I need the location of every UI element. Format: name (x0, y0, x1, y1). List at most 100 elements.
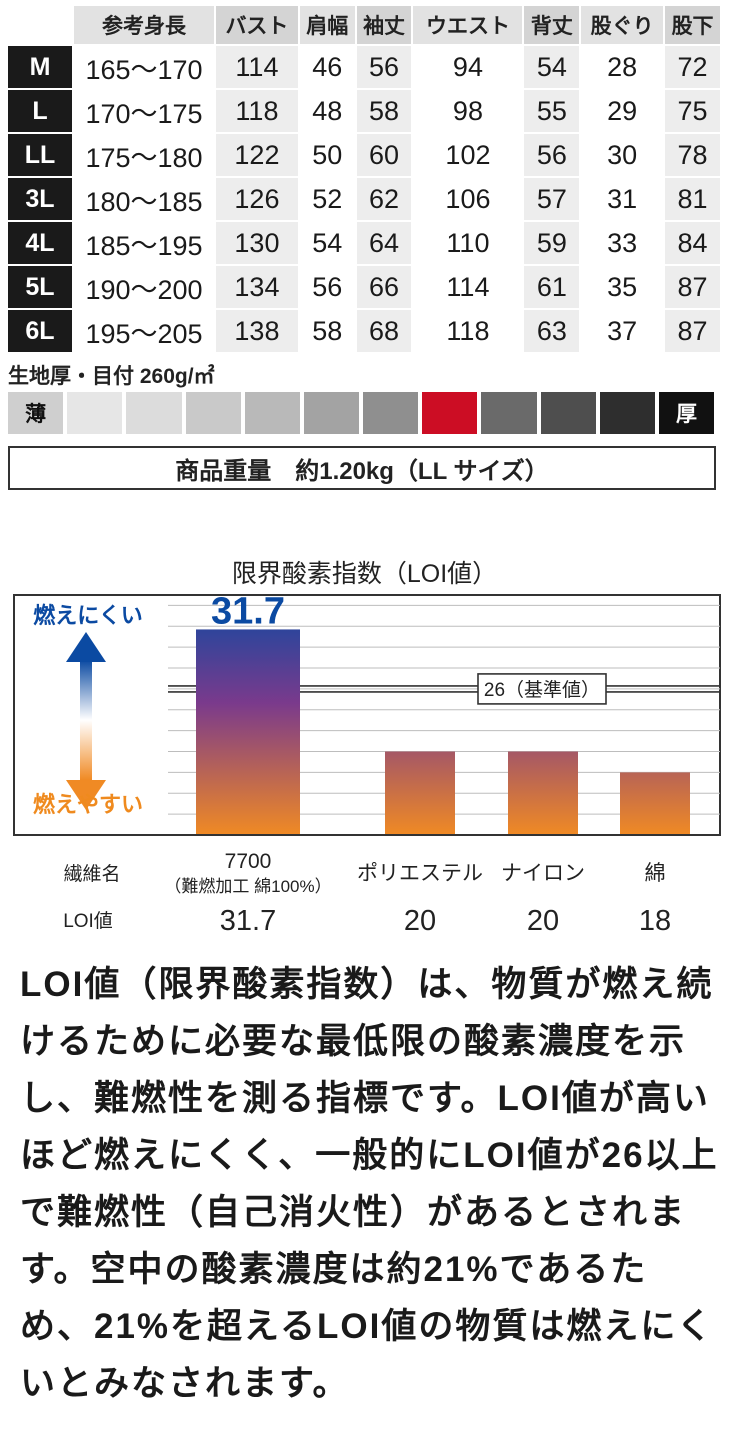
size-table-cell: 57 (524, 178, 582, 222)
size-table-cell: 60 (356, 134, 414, 178)
size-table-cell: 180〜185 (74, 178, 216, 222)
size-table-row: 5L 190〜200 134 56 66 114 61 35 87 (8, 266, 722, 310)
size-table-cell: 48 (299, 90, 357, 134)
size-table-cell: 170〜175 (74, 90, 216, 134)
size-table-cell: 102 (413, 134, 525, 178)
arrow-shaft (80, 660, 92, 780)
size-table-cell: 64 (356, 222, 414, 266)
size-table-cell: 33 (581, 222, 666, 266)
size-table-cell: 31 (581, 178, 666, 222)
size-table-header-waist: ウエスト (413, 6, 525, 46)
size-table-cell: 56 (524, 134, 582, 178)
thin-label: 薄 (8, 392, 64, 434)
thickness-step (303, 392, 360, 434)
size-table-row: L 170〜175 118 48 58 98 55 29 75 (8, 90, 722, 134)
size-table-cell: 134 (216, 266, 300, 310)
size-table-cell: 55 (524, 90, 582, 134)
thickness-step (363, 392, 419, 434)
size-table-cell: 46 (299, 46, 357, 90)
size-table-cell: 98 (413, 90, 525, 134)
size-table-cell: 68 (356, 310, 414, 354)
size-table-cell: 72 (665, 46, 722, 90)
size-table-cell: 87 (665, 266, 722, 310)
size-table-cell: 118 (413, 310, 525, 354)
thick-label: 厚 (658, 392, 715, 434)
size-table-cell: 59 (524, 222, 582, 266)
category-label: ポリエステル (357, 862, 483, 885)
size-table-cell: 195〜205 (74, 310, 216, 354)
size-table-cell: 118 (216, 90, 300, 134)
size-table-cell: 56 (356, 46, 414, 90)
size-table-cell: 165〜170 (74, 46, 216, 90)
category-label: 7700 (225, 850, 272, 873)
size-table-header-corner (8, 6, 74, 46)
size-table-cell: 190〜200 (74, 266, 216, 310)
size-table-cell: 28 (581, 46, 666, 90)
fabric-weight-title: 生地厚・目付 260g/㎡ (8, 365, 215, 388)
size-table-header-inseam: 股下 (665, 6, 722, 46)
size-table-cell: 126 (216, 178, 300, 222)
chart-frame (13, 594, 721, 836)
value-label: 31.7 (220, 905, 276, 937)
size-table-cell: 87 (665, 310, 722, 354)
size-table-cell: 106 (413, 178, 525, 222)
size-table-cell: 78 (665, 134, 722, 178)
size-table-cell: 63 (524, 310, 582, 354)
row-label-fiber: 繊維名 (63, 863, 120, 885)
size-table-cell: 130 (216, 222, 300, 266)
size-table-cell: 52 (299, 178, 357, 222)
size-table-row: M 165〜170 114 46 56 94 54 28 72 (8, 46, 722, 90)
size-table-cell: 84 (665, 222, 722, 266)
row-label-loi: LOI値 (63, 910, 113, 932)
thickness-step (244, 392, 300, 434)
size-table-cell: 54 (299, 222, 357, 266)
reference-label: 26（基準値） (484, 679, 600, 701)
value-label: 20 (404, 905, 436, 937)
size-table-cell: 110 (413, 222, 525, 266)
size-table-cell: 185〜195 (74, 222, 216, 266)
size-table-header-sleeve: 袖丈 (356, 6, 414, 46)
category-sublabel: （難燃加工 綿100%） (164, 877, 331, 896)
size-table-row: 6L 195〜205 138 58 68 118 63 37 87 (8, 310, 722, 354)
chart-title: 限界酸素指数（LOI値） (231, 560, 498, 588)
size-table-row: LL 175〜180 122 50 60 102 56 30 78 (8, 134, 722, 178)
size-table-header-back: 背丈 (524, 6, 582, 46)
size-table-cell: 62 (356, 178, 414, 222)
size-table-cell: 35 (581, 266, 666, 310)
size-label: L (8, 90, 74, 134)
size-table-row: 4L 185〜195 130 54 64 110 59 33 84 (8, 222, 722, 266)
size-table-cell: 58 (299, 310, 357, 354)
size-label: 5L (8, 266, 74, 310)
size-table-cell: 58 (356, 90, 414, 134)
annotation-hard-to-burn: 燃えにくい (33, 603, 143, 628)
size-table-cell: 66 (356, 266, 414, 310)
size-table-cell: 175〜180 (74, 134, 216, 178)
size-label: M (8, 46, 74, 90)
size-table-row: 3L 180〜185 126 52 62 106 57 31 81 (8, 178, 722, 222)
product-weight-box: 商品重量 約1.20kg（LL サイズ） (8, 446, 716, 490)
fabric-thickness-scale: 薄厚 (8, 392, 715, 434)
reference-label-box (477, 673, 607, 705)
size-table: 参考身長 バスト 肩幅 袖丈 ウエスト 背丈 股ぐり 股下 M 165〜170 11… (8, 6, 722, 354)
size-table-body: M 165〜170 114 46 56 94 54 28 72 L 170〜175 118 48 58 98… (8, 46, 722, 354)
size-table-cell: 56 (299, 266, 357, 310)
size-table-header-shoulder: 肩幅 (299, 6, 357, 46)
thickness-step (67, 392, 123, 434)
size-label: LL (8, 134, 74, 178)
thickness-step-selected (422, 392, 478, 434)
size-table-header-bust: バスト (216, 6, 300, 46)
size-label: 4L (8, 222, 74, 266)
arrow-up-icon (66, 632, 106, 662)
size-table-cell: 29 (581, 90, 666, 134)
bar (620, 772, 690, 834)
thickness-step (540, 392, 596, 434)
annotation-easy-to-burn: 燃えやすい (33, 792, 143, 817)
category-label: ナイロン (501, 862, 585, 885)
thickness-step (599, 392, 655, 434)
category-label: 綿 (645, 862, 666, 885)
bar (508, 751, 578, 834)
thickness-step (126, 392, 182, 434)
size-table-cell: 61 (524, 266, 582, 310)
loi-description: LOI値（限界酸素指数）は、物質が燃え続けるために必要な最低限の酸素濃度を示し、… (20, 965, 719, 1403)
